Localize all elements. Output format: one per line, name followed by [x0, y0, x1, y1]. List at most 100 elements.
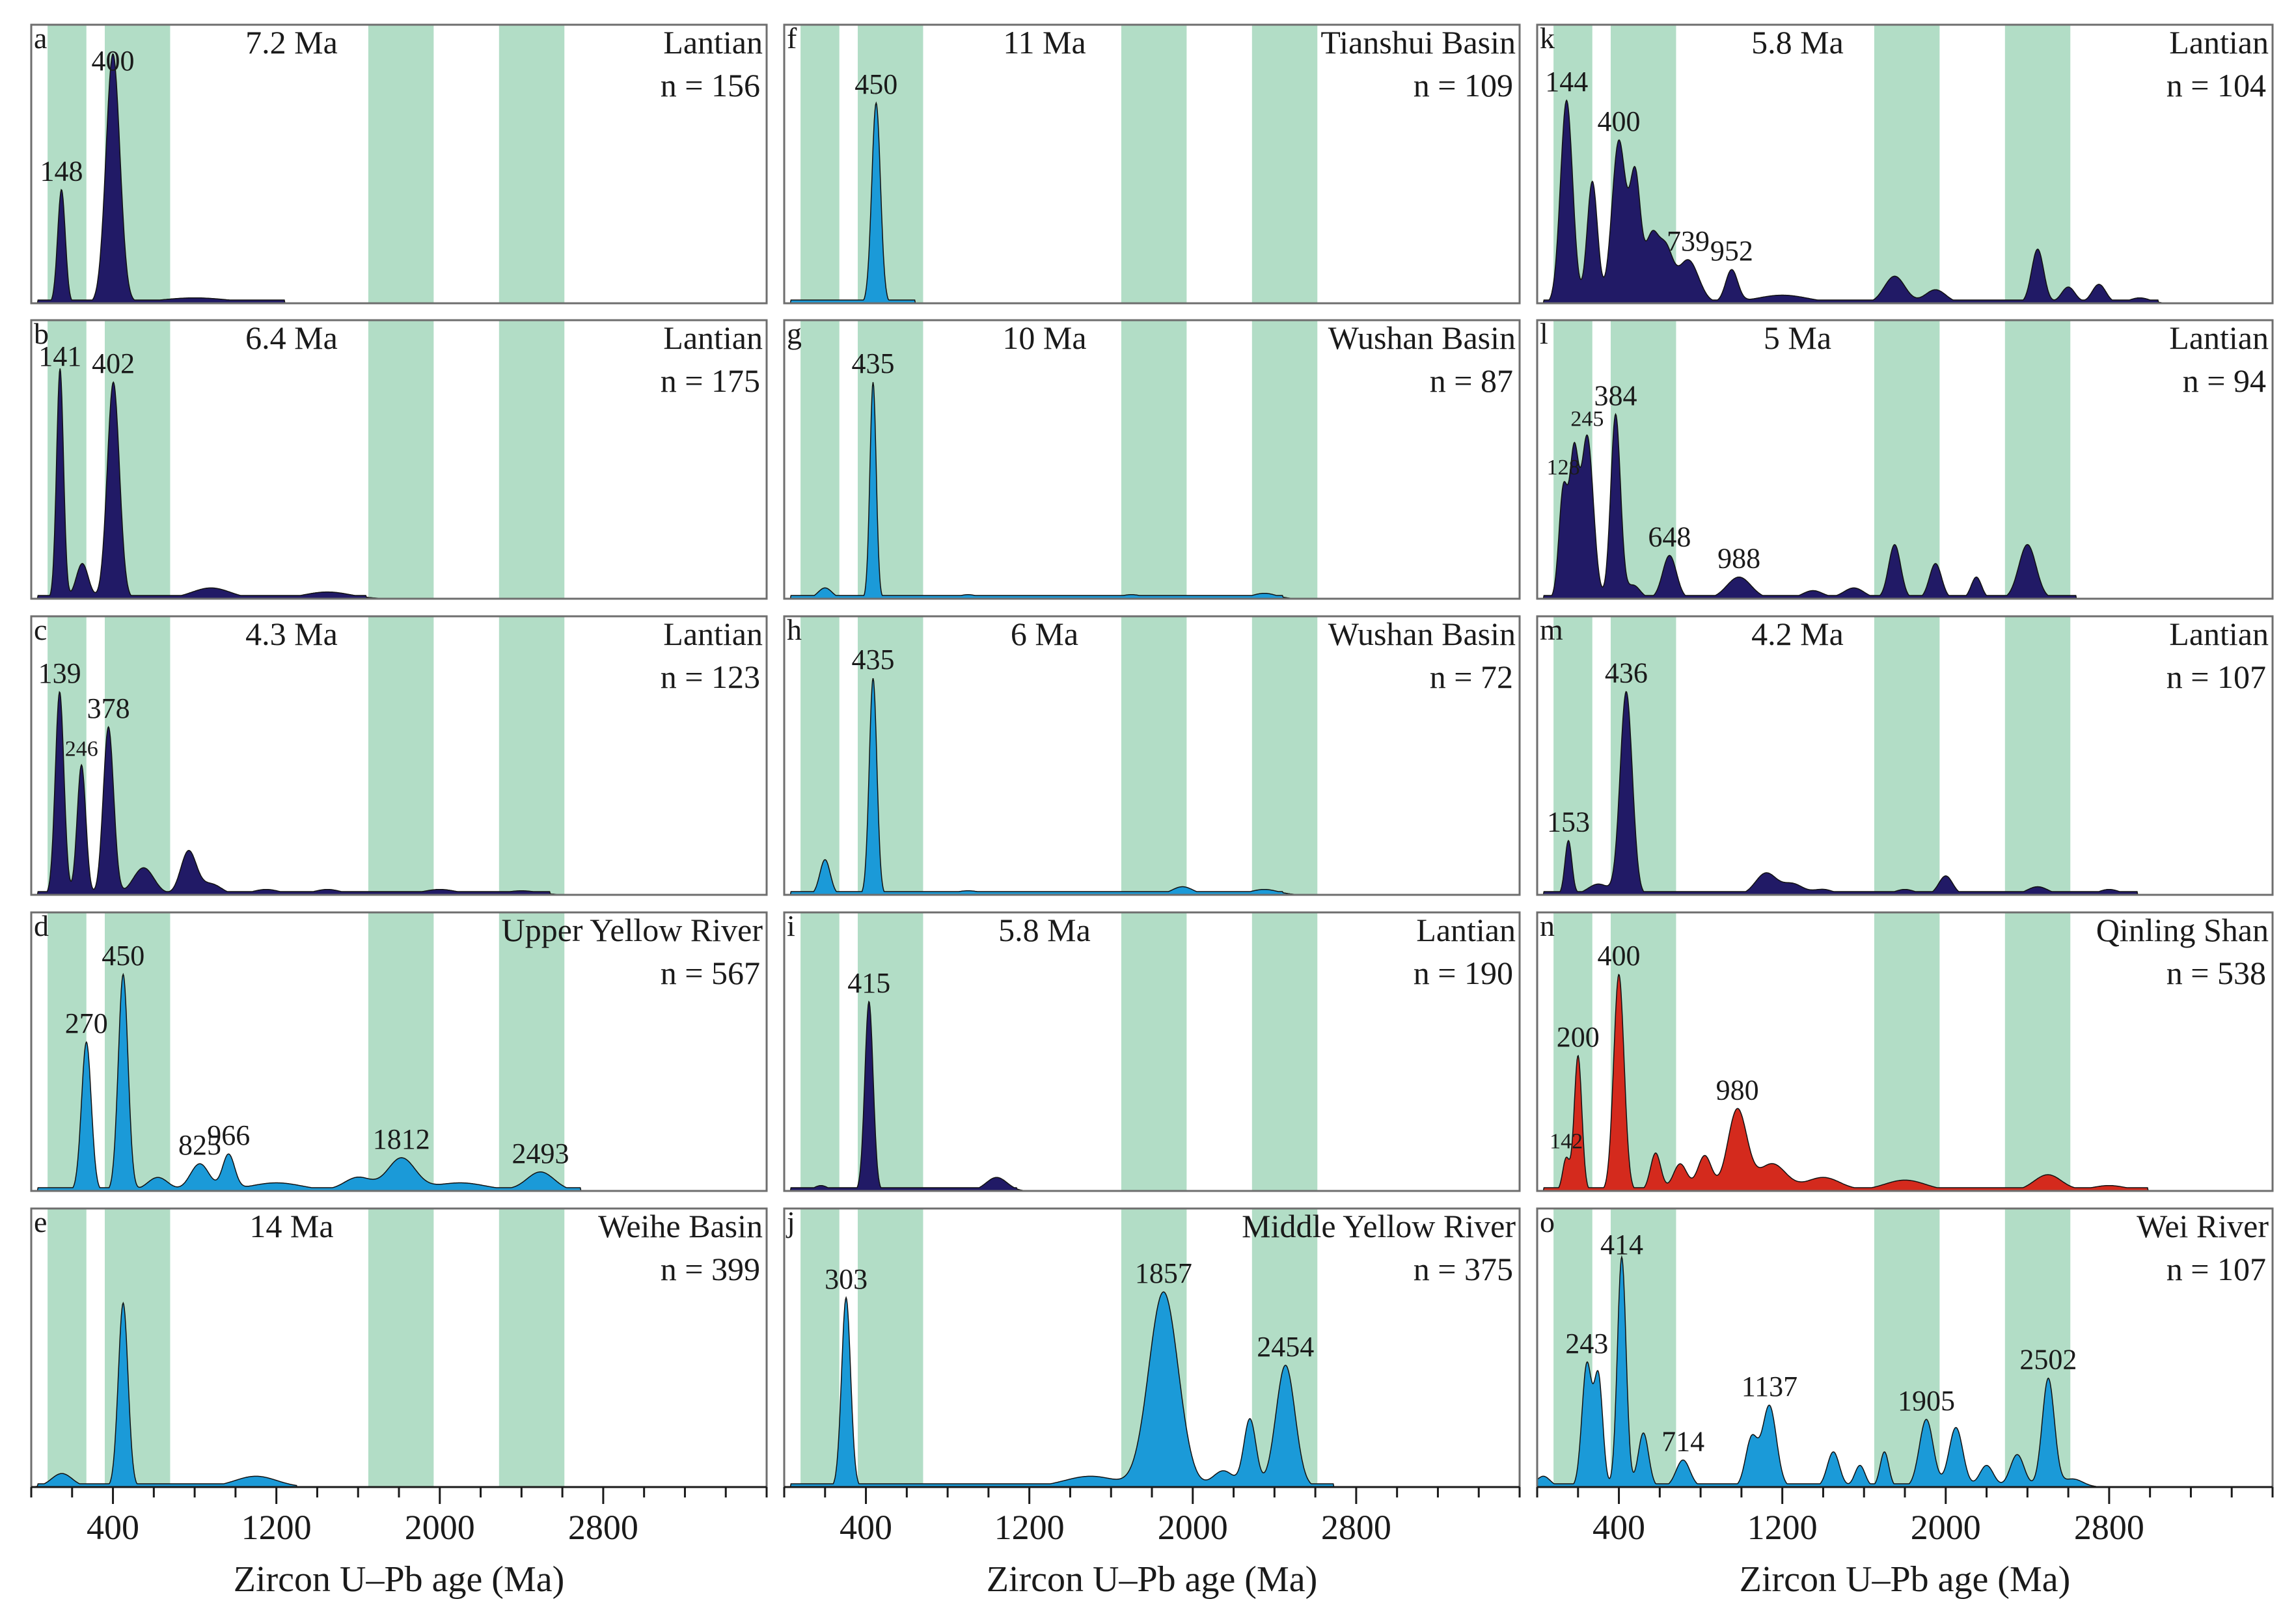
x-tick-label: 400 — [840, 1508, 892, 1547]
panel-n-i: n = 190 — [1414, 955, 1513, 991]
panel-source-o: Wei River — [2137, 1208, 2269, 1244]
panel-age-e: 14 Ma — [249, 1208, 333, 1244]
peak-label-d-2: 825 — [178, 1129, 221, 1161]
x-axis-title: Zircon U–Pb age (Ma) — [234, 1559, 565, 1600]
peak-label-o-4: 1905 — [1898, 1385, 1955, 1417]
peak-label-o-3: 1137 — [1742, 1371, 1797, 1402]
peak-label-k-2: 739 — [1667, 225, 1710, 257]
panel-letter-g: g — [787, 317, 802, 350]
peak-label-d-1: 450 — [102, 940, 144, 972]
age-band-3 — [499, 320, 565, 599]
x-axis-title: Zircon U–Pb age (Ma) — [987, 1559, 1318, 1600]
panel-d — [30, 911, 768, 1192]
x-tick-label: 400 — [1592, 1508, 1645, 1547]
x-tick-label: 2800 — [568, 1508, 638, 1547]
age-band-3 — [1251, 616, 1318, 895]
age-band-3 — [499, 616, 565, 895]
age-band-2 — [368, 616, 434, 895]
panel-n-k: n = 104 — [2166, 67, 2266, 103]
peak-label-c-2: 378 — [87, 692, 130, 724]
panel-n-c: n = 123 — [661, 659, 760, 695]
panel-age-b: 6.4 Ma — [245, 320, 338, 356]
panel-n-l: n = 94 — [2183, 362, 2266, 399]
peak-label-n-0: 142 — [1550, 1129, 1583, 1153]
panel-n-e: n = 399 — [661, 1251, 760, 1287]
kde-curve-l — [1537, 413, 2089, 599]
panel-n-o: n = 107 — [2166, 1251, 2266, 1287]
panel-age-l: 5 Ma — [1764, 320, 1831, 356]
panel-source-c: Lantian — [663, 616, 763, 652]
panel-n-f: n = 109 — [1414, 67, 1513, 103]
panel-frame-f — [783, 23, 1521, 305]
age-band-1 — [858, 1209, 923, 1487]
panel-letter-h: h — [787, 613, 802, 646]
peak-label-a-0: 148 — [40, 155, 83, 187]
panel-o — [1536, 1207, 2274, 1488]
peak-label-f-0: 450 — [854, 68, 897, 100]
x-axis-1 — [783, 1486, 1521, 1504]
panel-n-h: n = 72 — [1430, 659, 1513, 695]
panel-letter-b: b — [34, 317, 49, 350]
x-tick-label: 1200 — [1747, 1508, 1818, 1547]
age-band-3 — [1251, 912, 1318, 1191]
peak-label-o-0: 243 — [1565, 1328, 1608, 1359]
age-band-2 — [1121, 25, 1187, 303]
peak-label-d-3: 966 — [207, 1119, 250, 1151]
panel-letter-k: k — [1540, 21, 1555, 55]
panel-source-h: Wushan Basin — [1328, 616, 1516, 652]
peak-label-d-0: 270 — [65, 1007, 108, 1039]
age-band-3 — [1251, 25, 1318, 303]
kde-curve-n — [1537, 974, 2161, 1192]
panel-frame-g — [783, 319, 1521, 600]
age-band-2 — [1874, 25, 1940, 303]
kde-curve-j — [784, 1291, 1346, 1488]
peak-label-l-2: 384 — [1594, 379, 1637, 411]
panel-source-j: Middle Yellow River — [1242, 1208, 1516, 1244]
panel-source-k: Lantian — [2169, 24, 2269, 61]
peak-label-n-2: 400 — [1598, 940, 1641, 972]
peak-label-l-3: 648 — [1648, 521, 1691, 553]
panel-n-n: n = 538 — [2166, 955, 2266, 991]
panel-letter-o: o — [1540, 1205, 1555, 1238]
panel-frame-h — [783, 615, 1521, 896]
peak-label-n-3: 980 — [1716, 1074, 1759, 1106]
panel-frame-k — [1536, 23, 2274, 305]
age-band-0 — [800, 616, 840, 895]
x-axis-title: Zircon U–Pb age (Ma) — [1740, 1559, 2071, 1600]
panel-letter-m: m — [1540, 613, 1563, 646]
panel-frame-c — [30, 615, 768, 896]
panel-letter-d: d — [34, 909, 49, 942]
peak-label-j-0: 303 — [825, 1263, 868, 1295]
peak-label-l-0: 128 — [1547, 456, 1580, 480]
x-tick-label: 400 — [87, 1508, 139, 1547]
panel-letter-e: e — [34, 1205, 47, 1238]
panel-source-i: Lantian — [1416, 912, 1516, 948]
peak-label-g-0: 435 — [852, 348, 895, 379]
x-axis-2 — [1536, 1486, 2274, 1504]
age-band-3 — [2004, 1209, 2071, 1487]
x-tick-label: 1200 — [994, 1508, 1065, 1547]
panel-age-g: 10 Ma — [1002, 320, 1086, 356]
panel-j — [783, 1207, 1521, 1488]
panel-letter-n: n — [1540, 909, 1555, 942]
peak-label-k-0: 144 — [1545, 66, 1588, 98]
peak-label-b-1: 402 — [92, 348, 135, 379]
age-band-2 — [368, 25, 434, 303]
peak-label-a-1: 400 — [92, 45, 135, 77]
panel-age-m: 4.2 Ma — [1751, 616, 1844, 652]
panel-frame-d — [30, 911, 768, 1192]
panel-source-l: Lantian — [2169, 320, 2269, 356]
age-band-2 — [1874, 616, 1940, 895]
panel-n-g: n = 87 — [1430, 362, 1513, 399]
peak-label-j-2: 2454 — [1257, 1331, 1314, 1363]
panel-c — [30, 615, 768, 896]
peak-label-l-4: 988 — [1717, 543, 1760, 575]
kde-curve-k — [1537, 99, 2171, 304]
panel-source-n: Qinling Shan — [2096, 912, 2269, 948]
panel-frame-a — [30, 23, 768, 305]
age-band-2 — [1121, 320, 1187, 599]
peak-label-m-1: 436 — [1605, 657, 1648, 689]
panel-frame-n — [1536, 911, 2274, 1192]
x-tick-label: 2000 — [1911, 1508, 1981, 1547]
